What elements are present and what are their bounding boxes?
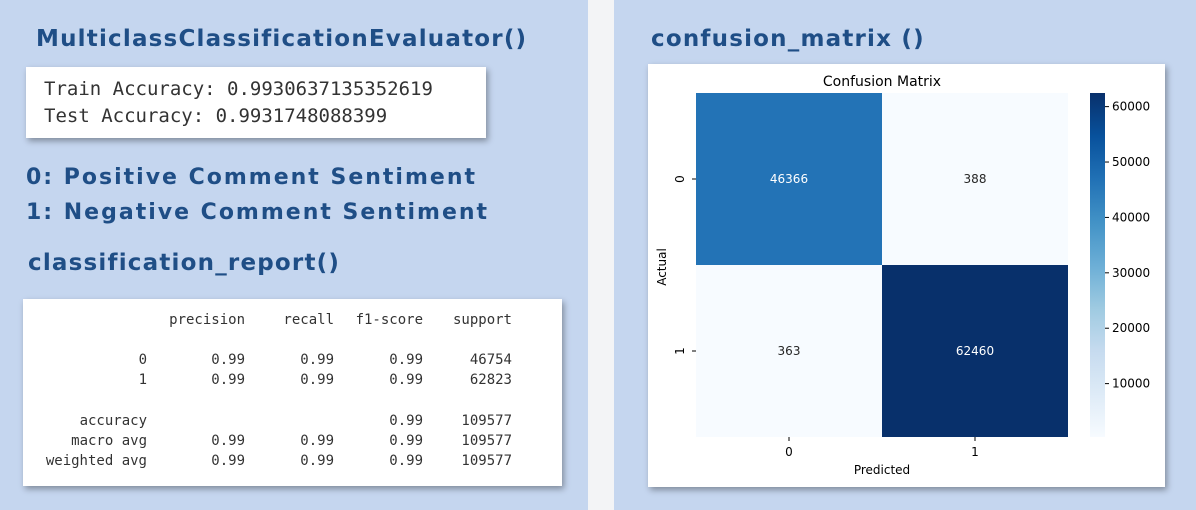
chart-title: Confusion Matrix: [823, 74, 941, 90]
report-cell-recall: 0.99: [300, 433, 334, 449]
report-header-f1: f1-score: [355, 312, 423, 328]
y-tick-label: 1: [673, 347, 687, 355]
panel-divider: [588, 0, 614, 510]
confusion-matrix-chart: Confusion Matrix 46366 388 363 62460 0 1 0 1 1…: [648, 64, 1165, 487]
evaluator-heading: MulticlassClassificationEvaluator(): [36, 26, 528, 52]
y-tick-label: 0: [673, 175, 687, 183]
colorbar: [1090, 93, 1105, 437]
colorbar-tick-label: 30000: [1112, 266, 1150, 280]
cell-value-label: 46366: [770, 172, 808, 186]
report-cell-support: 46754: [469, 352, 512, 368]
accuracy-output-box: Train Accuracy: 0.9930637135352619 Test …: [26, 67, 486, 138]
confusion-matrix-svg: Confusion Matrix 46366 388 363 62460 0 1 0 1 1…: [655, 74, 1150, 477]
report-row-label: accuracy: [79, 413, 147, 429]
report-header-recall: recall: [283, 312, 334, 328]
report-row-label: weighted avg: [45, 453, 147, 469]
heatmap-cell: [696, 93, 882, 265]
report-cell-recall: 0.99: [300, 372, 334, 388]
report-cell-precision: 0.99: [211, 352, 245, 368]
heatmap-cell: [696, 265, 882, 437]
cell-value-label: 388: [964, 172, 987, 186]
report-header-precision: precision: [169, 312, 245, 328]
report-row-label: 0: [138, 352, 147, 368]
report-cell-f1: 0.99: [389, 372, 423, 388]
heatmap-cell: [882, 265, 1068, 437]
report-cell-recall: 0.99: [300, 352, 334, 368]
report-cell-recall: 0.99: [300, 453, 334, 469]
report-cell-precision: 0.99: [211, 433, 245, 449]
label-0-text: 0: Positive Comment Sentiment: [26, 165, 477, 190]
cell-value-label: 62460: [956, 344, 994, 358]
colorbar-tick-label: 60000: [1112, 100, 1150, 114]
report-cell-support: 109577: [461, 433, 512, 449]
report-heading: classification_report(): [28, 250, 341, 276]
report-cell-precision: 0.99: [211, 372, 245, 388]
colorbar-tick-label: 40000: [1112, 210, 1150, 224]
test-accuracy-text: Test Accuracy: 0.9931748088399: [44, 105, 388, 127]
x-tick-label: 0: [785, 445, 793, 459]
heatmap-cell: [882, 93, 1068, 265]
x-tick-label: 1: [971, 445, 979, 459]
report-cell-f1: 0.99: [389, 453, 423, 469]
report-cell-f1: 0.99: [389, 352, 423, 368]
report-cell-f1: 0.99: [389, 413, 423, 429]
report-cell-support: 109577: [461, 453, 512, 469]
confusion-matrix-heading: confusion_matrix (): [651, 26, 925, 52]
y-axis-label: Actual: [655, 248, 669, 286]
colorbar-tick-label: 50000: [1112, 155, 1150, 169]
x-axis-label: Predicted: [854, 463, 910, 477]
report-cell-f1: 0.99: [389, 433, 423, 449]
colorbar-tick-label: 10000: [1112, 377, 1150, 391]
report-cell-support: 62823: [469, 372, 512, 388]
classification-report-box: precision recall f1-score support 0 0.99…: [23, 299, 562, 486]
report-row-label: 1: [138, 372, 147, 388]
cell-value-label: 363: [778, 344, 801, 358]
train-accuracy-text: Train Accuracy: 0.9930637135352619: [44, 78, 433, 100]
report-cell-precision: 0.99: [211, 453, 245, 469]
colorbar-tick-label: 20000: [1112, 321, 1150, 335]
report-header-support: support: [452, 312, 512, 328]
label-1-text: 1: Negative Comment Sentiment: [26, 200, 490, 225]
report-row-label: macro avg: [71, 433, 147, 449]
report-cell-support: 109577: [461, 413, 512, 429]
